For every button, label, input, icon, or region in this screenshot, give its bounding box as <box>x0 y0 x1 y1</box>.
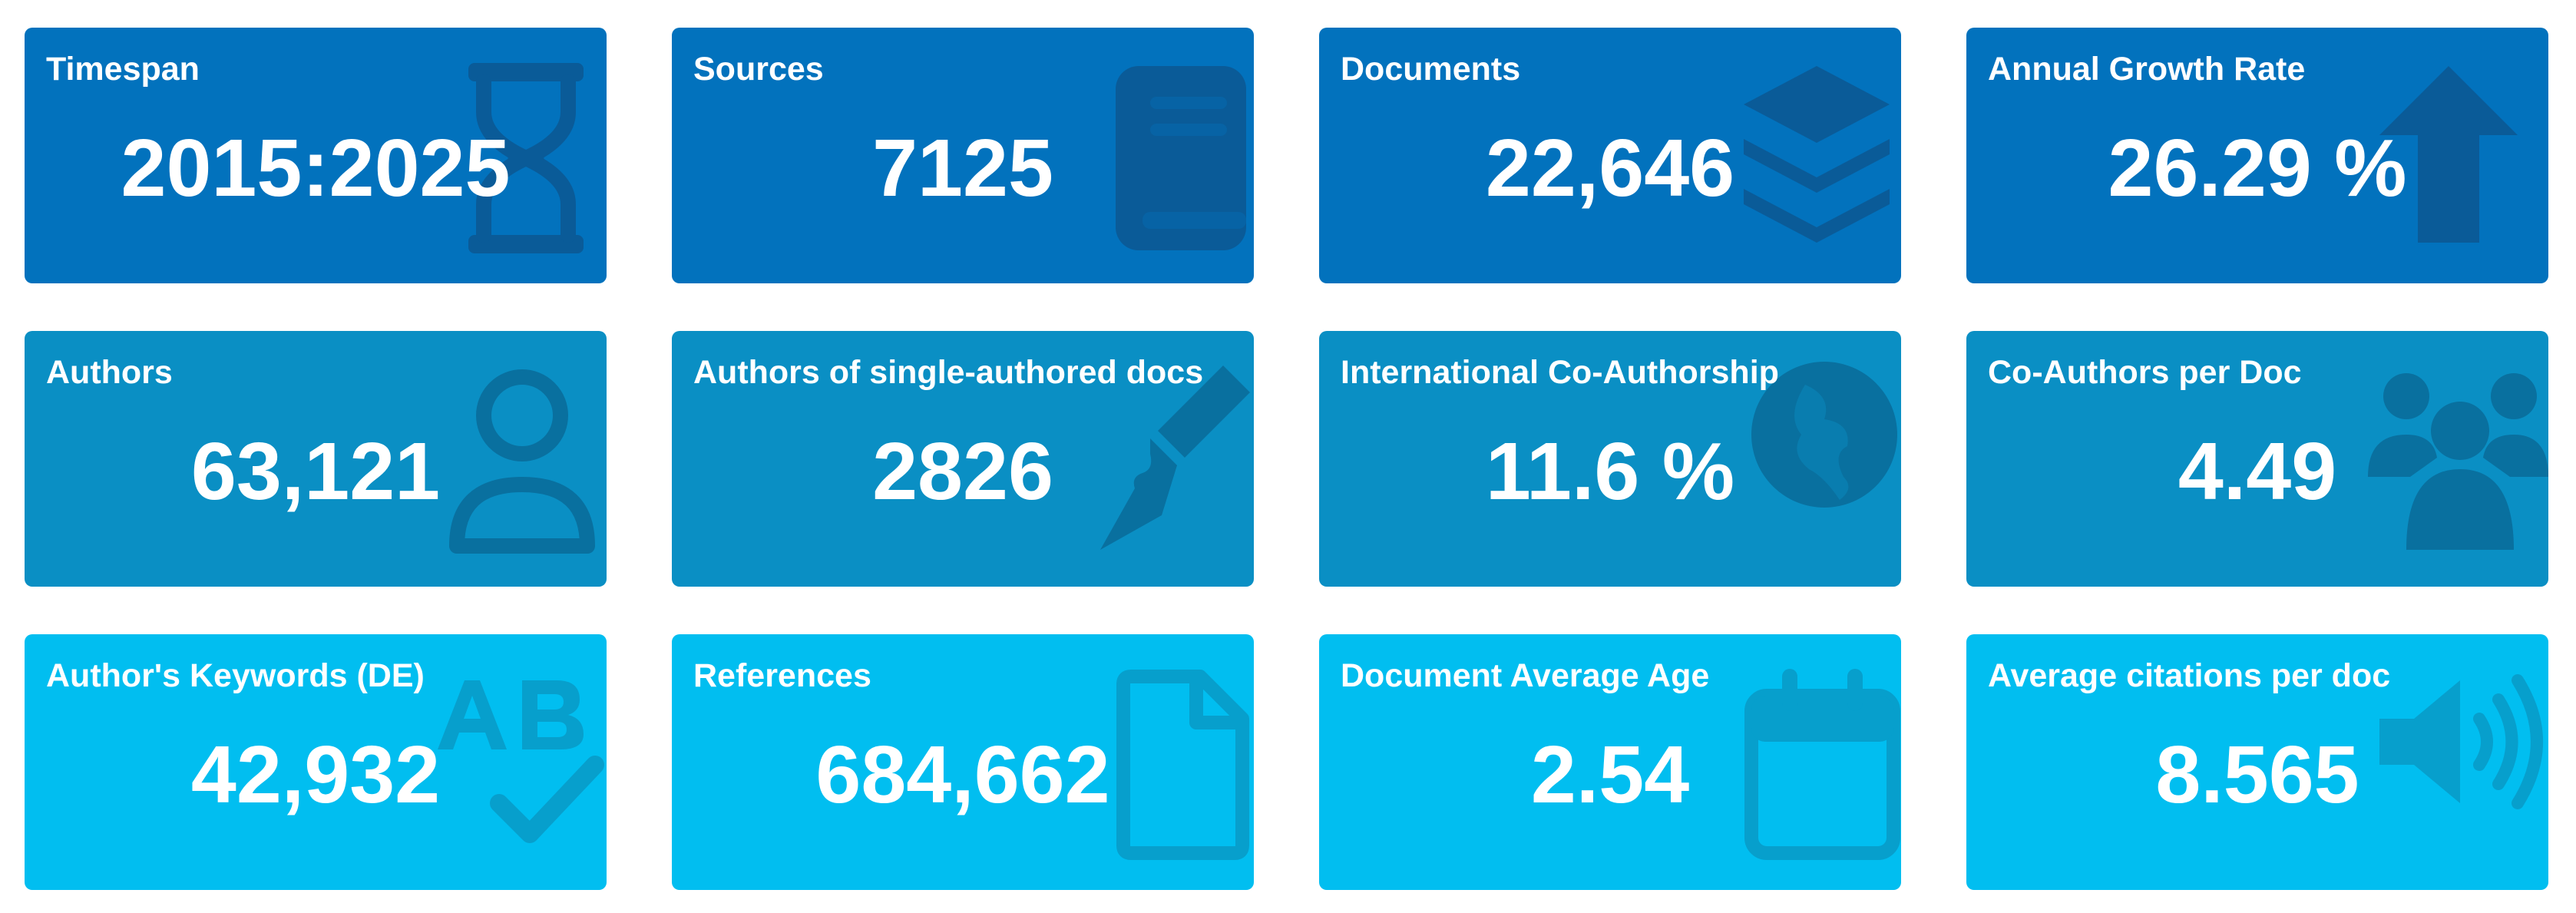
globe-icon <box>1717 362 1901 561</box>
card-document-average-age: Document Average Age 2.54 <box>1319 634 1901 890</box>
volume-icon <box>2364 665 2548 865</box>
book-icon <box>1070 58 1254 258</box>
card-value: 26.29 % <box>2108 123 2407 213</box>
card-value: 2.54 <box>1530 729 1690 820</box>
card-label: International Co-Authorship <box>1341 354 1779 391</box>
pen-nib-icon <box>1070 362 1254 561</box>
card-international-co-authorship: International Co-Authorship 11.6 % <box>1319 331 1901 587</box>
card-average-citations-per-doc: Average citations per doc 8.565 <box>1966 634 2548 890</box>
file-icon <box>1070 665 1254 865</box>
card-label: Timespan <box>46 51 200 88</box>
card-references: References 684,662 <box>672 634 1254 890</box>
card-authors: Authors 63,121 <box>25 331 607 587</box>
card-value: 22,646 <box>1485 123 1735 213</box>
card-label: Authors <box>46 354 173 391</box>
calendar-icon <box>1717 665 1901 865</box>
card-label: References <box>693 657 871 694</box>
card-value: 8.565 <box>2155 729 2359 820</box>
card-label: Co-Authors per Doc <box>1988 354 2302 391</box>
card-value: 11.6 % <box>1485 426 1735 517</box>
hourglass-icon <box>422 58 607 258</box>
spell-check-icon <box>422 665 607 865</box>
card-sources: Sources 7125 <box>672 28 1254 283</box>
arrow-up-icon <box>2364 58 2548 258</box>
card-authors-single-authored: Authors of single-authored docs 2826 <box>672 331 1254 587</box>
card-value: 63,121 <box>190 426 441 517</box>
card-label: Document Average Age <box>1341 657 1710 694</box>
card-label: Authors of single-authored docs <box>693 354 1204 391</box>
user-icon <box>422 362 607 561</box>
card-value: 42,932 <box>190 729 441 820</box>
card-label: Annual Growth Rate <box>1988 51 2306 88</box>
card-documents: Documents 22,646 <box>1319 28 1901 283</box>
card-value: 4.49 <box>2178 426 2337 517</box>
card-co-authors-per-doc: Co-Authors per Doc 4.49 <box>1966 331 2548 587</box>
card-label: Average citations per doc <box>1988 657 2391 694</box>
card-label: Documents <box>1341 51 1521 88</box>
card-label: Author's Keywords (DE) <box>46 657 425 694</box>
card-label: Sources <box>693 51 824 88</box>
card-annual-growth-rate: Annual Growth Rate 26.29 % <box>1966 28 2548 283</box>
card-value: 7125 <box>872 123 1053 213</box>
card-value: 2826 <box>872 426 1053 517</box>
card-value: 2015:2025 <box>121 123 511 213</box>
card-value: 684,662 <box>815 729 1110 820</box>
card-authors-keywords: Author's Keywords (DE) 42,932 <box>25 634 607 890</box>
users-icon <box>2364 362 2548 561</box>
card-timespan: Timespan 2015:2025 <box>25 28 607 283</box>
layers-icon <box>1717 58 1901 258</box>
